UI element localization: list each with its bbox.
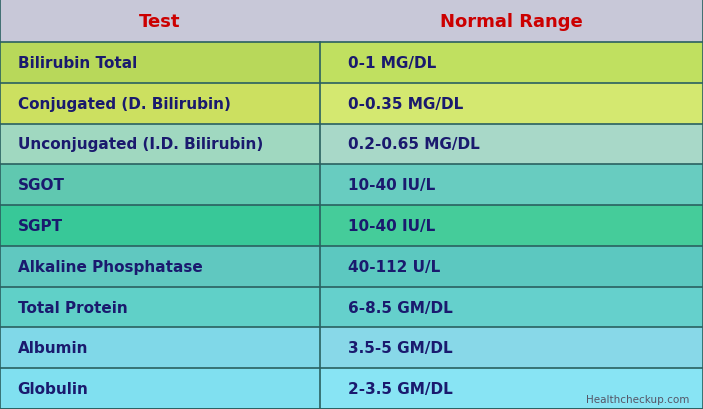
Bar bbox=[320, 369, 703, 409]
Text: Unconjugated (I.D. Bilirubin): Unconjugated (I.D. Bilirubin) bbox=[18, 137, 263, 152]
Bar bbox=[0, 246, 320, 287]
Text: 0-1 MG/DL: 0-1 MG/DL bbox=[348, 56, 437, 71]
Bar bbox=[0, 83, 320, 124]
Text: Bilirubin Total: Bilirubin Total bbox=[18, 56, 137, 71]
Text: 10-40 IU/L: 10-40 IU/L bbox=[348, 218, 435, 234]
Text: Normal Range: Normal Range bbox=[440, 13, 583, 30]
Bar bbox=[320, 246, 703, 287]
Text: Conjugated (D. Bilirubin): Conjugated (D. Bilirubin) bbox=[18, 97, 231, 111]
Text: 3.5-5 GM/DL: 3.5-5 GM/DL bbox=[348, 341, 453, 355]
Text: 6-8.5 GM/DL: 6-8.5 GM/DL bbox=[348, 300, 453, 315]
Bar bbox=[0, 165, 320, 206]
Bar bbox=[320, 165, 703, 206]
Text: 40-112 U/L: 40-112 U/L bbox=[348, 259, 440, 274]
Bar bbox=[0, 369, 320, 409]
Text: Globulin: Globulin bbox=[18, 381, 89, 396]
Bar bbox=[320, 287, 703, 328]
Text: 0.2-0.65 MG/DL: 0.2-0.65 MG/DL bbox=[348, 137, 479, 152]
Text: Albumin: Albumin bbox=[18, 341, 88, 355]
Bar bbox=[0, 287, 320, 328]
Text: SGOT: SGOT bbox=[18, 178, 65, 193]
Text: 10-40 IU/L: 10-40 IU/L bbox=[348, 178, 435, 193]
Bar bbox=[320, 83, 703, 124]
Bar bbox=[0, 0, 703, 43]
Text: Healthcheckup.com: Healthcheckup.com bbox=[586, 394, 689, 404]
Bar bbox=[0, 206, 320, 246]
Text: SGPT: SGPT bbox=[18, 218, 63, 234]
Text: Test: Test bbox=[139, 13, 181, 30]
Bar bbox=[0, 43, 320, 83]
Bar bbox=[0, 124, 320, 165]
Bar bbox=[320, 43, 703, 83]
Text: 2-3.5 GM/DL: 2-3.5 GM/DL bbox=[348, 381, 453, 396]
Bar bbox=[320, 206, 703, 246]
Text: Total Protein: Total Protein bbox=[18, 300, 127, 315]
Bar bbox=[320, 124, 703, 165]
Text: 0-0.35 MG/DL: 0-0.35 MG/DL bbox=[348, 97, 463, 111]
Bar bbox=[0, 328, 320, 369]
Text: Alkaline Phosphatase: Alkaline Phosphatase bbox=[18, 259, 202, 274]
Bar bbox=[320, 328, 703, 369]
